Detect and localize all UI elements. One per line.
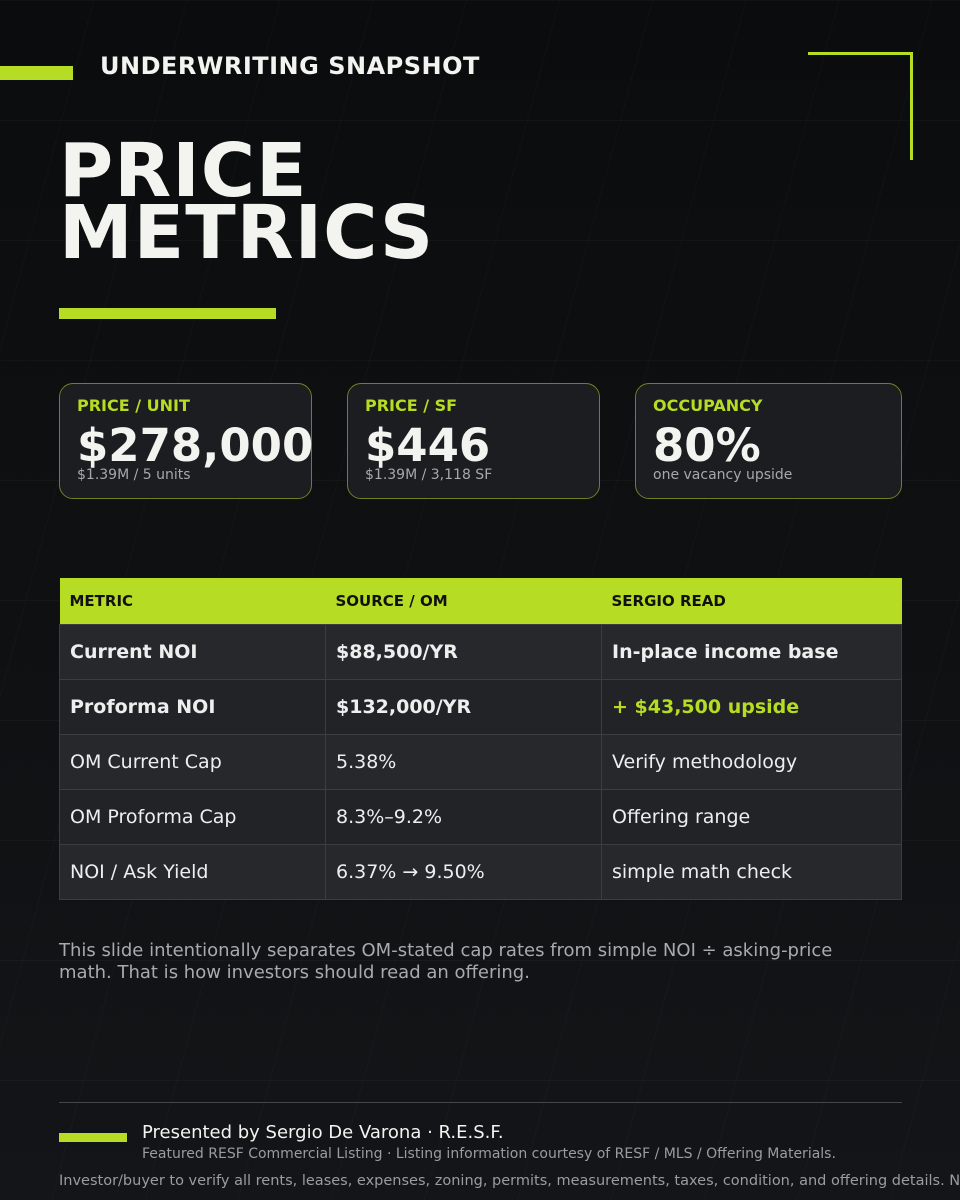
metric-card: OCCUPANCY 80% one vacancy upside	[635, 383, 902, 499]
cell: Current NOI	[59, 623, 326, 680]
disclaimer: Investor/buyer to verify all rents, leas…	[59, 1173, 960, 1189]
cell: $88,500/YR	[325, 623, 602, 680]
note: This slide intentionally separates OM-st…	[59, 940, 833, 983]
card-note: $1.39M / 5 units	[77, 467, 191, 483]
cell: In-place income base	[601, 623, 902, 680]
row: Current NOI $88,500/YR In-place income b…	[59, 623, 902, 680]
cell: + $43,500 upside	[601, 678, 902, 735]
card-label: PRICE / SF	[365, 396, 458, 415]
cell: Verify methodology	[601, 733, 902, 790]
title-line: PRICE	[59, 128, 308, 214]
corner-bracket	[808, 52, 913, 160]
metric-card: PRICE / UNIT $278,000 $1.39M / 5 units	[59, 383, 314, 499]
row: OM Proforma Cap 8.3%–9.2% Offering range	[59, 788, 902, 845]
row: Proforma NOI $132,000/YR + $43,500 upsid…	[59, 678, 902, 735]
card-value: $278,000	[77, 419, 314, 472]
cell: Offering range	[601, 788, 902, 845]
footer-accent	[59, 1133, 127, 1142]
accent-bar	[0, 66, 73, 80]
divider	[59, 1102, 902, 1103]
card-label: PRICE / UNIT	[77, 396, 190, 415]
cell: OM Current Cap	[59, 733, 326, 790]
card-note: one vacancy upside	[653, 467, 793, 483]
card-value: $446	[365, 419, 491, 472]
card-note: $1.39M / 3,118 SF	[365, 467, 493, 483]
metric-card: PRICE / SF $446 $1.39M / 3,118 SF	[347, 383, 600, 499]
cell: simple math check	[601, 843, 902, 900]
card-value: 80%	[653, 419, 761, 472]
credit: Featured RESF Commercial Listing · Listi…	[142, 1146, 836, 1162]
cell: NOI / Ask Yield	[59, 843, 326, 900]
cell: OM Proforma Cap	[59, 788, 326, 845]
header-cell: METRIC	[59, 578, 326, 624]
title-line: METRICS	[59, 190, 435, 276]
eyebrow: UNDERWRITING SNAPSHOT	[100, 52, 480, 80]
row: OM Current Cap 5.38% Verify methodology	[59, 733, 902, 790]
metrics-table: METRIC SOURCE / OM SERGIO READ Current N…	[59, 578, 902, 900]
cell: 5.38%	[325, 733, 602, 790]
cell: $132,000/YR	[325, 678, 602, 735]
row: NOI / Ask Yield 6.37% → 9.50% simple mat…	[59, 843, 902, 900]
cell: Proforma NOI	[59, 678, 326, 735]
cell: 6.37% → 9.50%	[325, 843, 602, 900]
card-label: OCCUPANCY	[653, 396, 763, 415]
title: PRICE METRICS	[59, 128, 435, 276]
header-cell: SOURCE / OM	[325, 578, 602, 624]
presenter: Presented by Sergio De Varona · R.E.S.F.	[142, 1122, 504, 1143]
header-cell: SERGIO READ	[601, 578, 902, 624]
header-row: METRIC SOURCE / OM SERGIO READ	[59, 578, 902, 624]
cell: 8.3%–9.2%	[325, 788, 602, 845]
title-underline	[59, 308, 276, 319]
